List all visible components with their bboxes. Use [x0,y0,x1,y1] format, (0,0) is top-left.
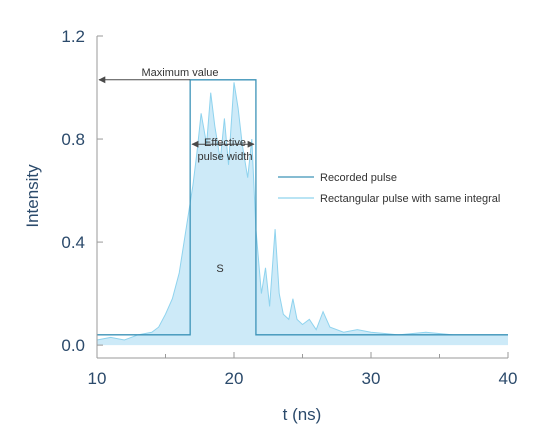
y-axis-title: Intensity [23,164,42,228]
x-tick-label: 40 [499,369,518,388]
recorded-pulse-line [96,82,508,341]
effective-width-label-line1: Effective [204,137,246,149]
x-tick-label: 30 [362,369,381,388]
effective-width-label-line2: pulse width [197,151,252,163]
x-tick-label: 20 [225,369,244,388]
max-value-label: Maximum value [141,67,218,79]
rect-pulse-line [97,79,508,336]
plot-layer: 10 20 30 40 0.0 0.4 0.8 1.2 [61,27,517,388]
recorded-pulse-area [97,82,508,346]
y-tick-label: 0.0 [61,336,85,355]
area-s-label: S [216,263,223,275]
legend-recorded-pulse: Recorded pulse [320,172,397,184]
legend-rect-pulse: Rectangular pulse with same integral [320,193,500,205]
y-tick-label: 0.4 [61,233,85,252]
y-tick-label: 1.2 [61,27,85,46]
x-axis-title: t (ns) [283,405,322,424]
x-tick-label: 10 [88,369,107,388]
y-tick-label: 0.8 [61,130,85,149]
